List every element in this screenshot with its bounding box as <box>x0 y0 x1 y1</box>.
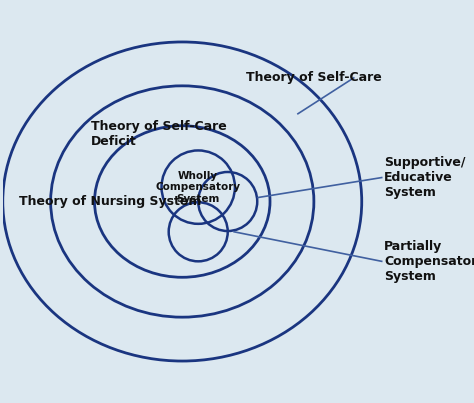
Text: Theory of Self-Care
Deficit: Theory of Self-Care Deficit <box>91 120 226 147</box>
Text: Partially
Compensatory
System: Partially Compensatory System <box>384 240 474 283</box>
Text: Theory of Nursing System: Theory of Nursing System <box>19 195 201 208</box>
Text: Supportive/
Educative
System: Supportive/ Educative System <box>384 156 465 199</box>
Text: Theory of Self-Care: Theory of Self-Care <box>246 71 382 84</box>
Text: Wholly
Compensatory
System: Wholly Compensatory System <box>155 170 241 204</box>
